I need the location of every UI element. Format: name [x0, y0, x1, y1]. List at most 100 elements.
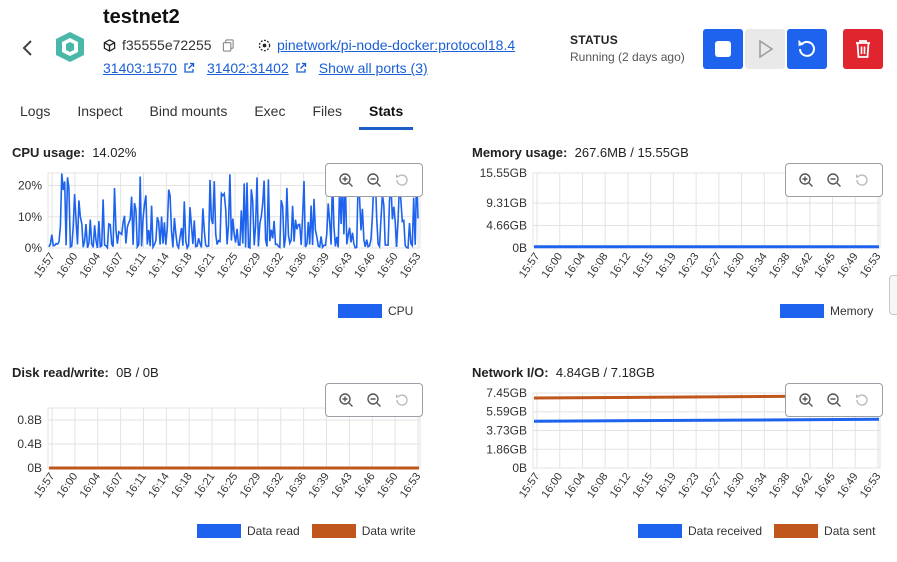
- x-tick-label: 16:46: [352, 471, 378, 500]
- container-icon: [56, 32, 84, 62]
- series-line-data-received: [533, 417, 880, 423]
- x-tick-label: 16:38: [767, 471, 793, 500]
- restart-icon: [798, 39, 815, 57]
- disk-zoom-controls: [325, 383, 423, 417]
- port-link-1[interactable]: 31403:1570: [103, 60, 177, 76]
- zoom-in-icon[interactable]: [336, 390, 356, 410]
- y-tick-label: 7.45GB: [486, 386, 527, 400]
- y-tick-label: 1.86GB: [486, 442, 527, 456]
- play-icon: [759, 39, 774, 59]
- y-tick-label: 0%: [25, 241, 43, 255]
- zoom-out-icon[interactable]: [824, 170, 844, 190]
- zoom-in-icon[interactable]: [796, 390, 816, 410]
- tab-logs[interactable]: Logs: [20, 103, 51, 119]
- cpu-usage-label: CPU usage:: [12, 145, 85, 160]
- x-tick-label: 16:08: [585, 251, 611, 280]
- x-tick-label: 16:21: [192, 471, 218, 500]
- x-tick-label: 16:04: [562, 251, 588, 280]
- x-tick-label: 16:53: [858, 251, 884, 280]
- restart-button[interactable]: [787, 29, 827, 69]
- network-io-title: Network I/O: 4.84GB / 7.18GB: [472, 365, 655, 380]
- cpu-chart: 20%10%0%15:5716:0016:0416:0716:1116:1416…: [18, 172, 423, 280]
- back-chevron-icon[interactable]: [18, 38, 38, 58]
- disk-rw-label: Disk read/write:: [12, 365, 109, 380]
- y-tick-label: 5.59GB: [486, 405, 527, 419]
- cpu-zoom-controls: [325, 163, 423, 197]
- image-row: pinetwork/pi-node-docker:protocol18.4: [258, 37, 515, 53]
- x-tick-label: 15:57: [517, 471, 543, 500]
- legend-swatch-memory: [780, 304, 824, 318]
- x-tick-label: 16:53: [398, 471, 424, 500]
- port-link-2[interactable]: 31402:31402: [206, 60, 289, 76]
- legend-label-data-write: Data write: [361, 524, 416, 538]
- network-chart: 7.45GB5.59GB3.73GB1.86GB0B15:5716:0016:0…: [486, 386, 883, 500]
- x-tick-label: 16:07: [100, 471, 126, 500]
- y-tick-label: 20%: [18, 179, 42, 193]
- delete-button[interactable]: [843, 29, 883, 69]
- reset-zoom-icon[interactable]: [852, 390, 872, 410]
- x-tick-label: 16:29: [238, 251, 264, 280]
- image-icon: [258, 39, 271, 51]
- legend-label-data-received: Data received: [688, 524, 763, 538]
- x-tick-label: 16:12: [608, 471, 634, 500]
- x-tick-label: 16:14: [146, 251, 172, 280]
- reset-zoom-icon[interactable]: [392, 390, 412, 410]
- x-tick-label: 16:23: [676, 471, 702, 500]
- side-panel-handle[interactable]: [889, 275, 897, 315]
- memory-usage-label: Memory usage:: [472, 145, 568, 160]
- x-tick-label: 16:18: [169, 471, 195, 500]
- x-tick-label: 16:39: [306, 471, 332, 500]
- x-tick-label: 16:39: [306, 251, 332, 280]
- x-tick-label: 16:15: [631, 251, 657, 280]
- x-tick-label: 16:34: [744, 471, 770, 500]
- zoom-out-icon[interactable]: [364, 170, 384, 190]
- start-button[interactable]: [745, 29, 785, 69]
- reset-zoom-icon[interactable]: [852, 170, 872, 190]
- tab-inspect[interactable]: Inspect: [77, 103, 123, 119]
- x-tick-label: 16:15: [631, 471, 657, 500]
- zoom-in-icon[interactable]: [796, 170, 816, 190]
- image-link[interactable]: pinetwork/pi-node-docker:protocol18.4: [277, 37, 516, 53]
- status-value: Running (2 days ago): [570, 50, 685, 64]
- disk-rw-value: 0B / 0B: [116, 365, 159, 380]
- memory-zoom-controls: [785, 163, 883, 197]
- disk-rw-title: Disk read/write: 0B / 0B: [12, 365, 159, 380]
- x-tick-label: 16:36: [283, 251, 309, 280]
- copy-icon[interactable]: [222, 38, 235, 52]
- y-tick-label: 15.55GB: [480, 166, 527, 180]
- x-tick-label: 16:30: [721, 251, 747, 280]
- external-link-icon[interactable]: [295, 62, 307, 74]
- network-zoom-controls: [785, 383, 883, 417]
- stop-button[interactable]: [703, 29, 743, 69]
- series-line-cpu: [48, 173, 419, 251]
- zoom-out-icon[interactable]: [824, 390, 844, 410]
- ports-row: 31403:1570 31402:31402 Show all ports (3…: [103, 60, 428, 76]
- show-all-ports-link[interactable]: Show all ports (3): [318, 60, 428, 76]
- x-tick-label: 16:11: [124, 471, 149, 500]
- tab-bar: Logs Inspect Bind mounts Exec Files Stat…: [10, 98, 420, 130]
- x-tick-label: 16:32: [261, 251, 287, 280]
- x-tick-label: 16:34: [744, 251, 770, 280]
- reset-zoom-icon[interactable]: [392, 170, 412, 190]
- tab-files[interactable]: Files: [312, 103, 343, 119]
- x-tick-label: 16:08: [585, 471, 611, 500]
- tab-bind-mounts[interactable]: Bind mounts: [149, 103, 228, 119]
- y-tick-label: 3.73GB: [486, 423, 527, 437]
- x-tick-label: 16:43: [329, 471, 355, 500]
- x-tick-label: 16:46: [352, 251, 378, 280]
- x-tick-label: 16:00: [55, 471, 81, 500]
- zoom-in-icon[interactable]: [336, 170, 356, 190]
- x-tick-label: 16:42: [790, 471, 816, 500]
- zoom-out-icon[interactable]: [364, 390, 384, 410]
- plot-area: [47, 407, 421, 469]
- tab-stats[interactable]: Stats: [359, 98, 414, 130]
- x-tick-label: 16:42: [790, 251, 816, 280]
- external-link-icon[interactable]: [183, 62, 195, 74]
- x-tick-label: 16:07: [100, 251, 126, 280]
- x-tick-label: 16:49: [835, 471, 861, 500]
- memory-chart: 15.55GB 9.31GB 4.66GB 0B15:5716:0016:0416:0…: [480, 166, 884, 280]
- x-tick-label: 16:45: [812, 251, 838, 280]
- x-tick-label: 16:49: [835, 251, 861, 280]
- legend-swatch-cpu: [338, 304, 382, 318]
- tab-exec[interactable]: Exec: [254, 103, 286, 119]
